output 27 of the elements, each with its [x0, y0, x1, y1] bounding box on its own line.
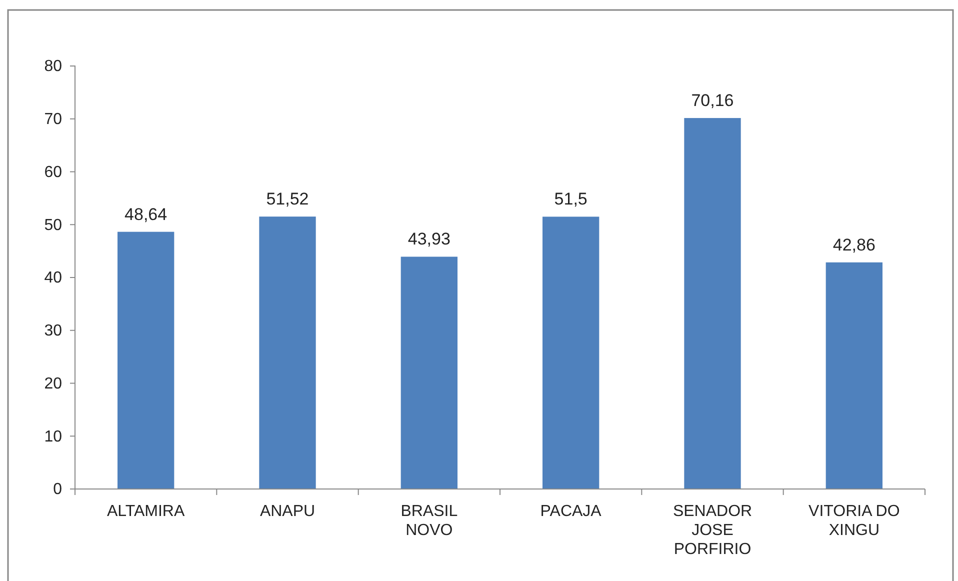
- bar: [259, 216, 316, 489]
- bar: [400, 256, 458, 489]
- y-tick-label: 30: [44, 322, 62, 340]
- y-tick-label: 70: [44, 110, 62, 128]
- y-tick-label: 50: [44, 216, 62, 234]
- data-label: 51,5: [554, 190, 588, 209]
- bar: [118, 232, 174, 489]
- bar: [542, 216, 600, 489]
- x-tick-label: SENADOR JOSE PORFIRIO: [672, 503, 752, 558]
- data-label: 42,86: [832, 235, 876, 254]
- x-tick-label: ANAPU: [260, 503, 316, 520]
- data-label: 43,93: [408, 230, 450, 249]
- y-tick-label: 40: [44, 270, 62, 287]
- y-tick-label: 10: [44, 428, 62, 446]
- y-tick-label: 80: [44, 58, 62, 76]
- data-label: 51,52: [266, 190, 309, 209]
- x-tick-label: ALTAMIRA: [107, 503, 185, 520]
- data-label: 70,16: [691, 91, 734, 110]
- data-label: 48,64: [124, 204, 168, 224]
- x-tick-label: PACAJA: [540, 503, 602, 520]
- y-tick-label: 60: [44, 164, 62, 181]
- bar: [684, 118, 741, 489]
- y-tick-label: 20: [44, 375, 62, 392]
- bar: [826, 262, 882, 489]
- x-tick-label: BRASIL NOVO: [400, 503, 458, 539]
- y-tick-label: 0: [53, 481, 62, 498]
- x-tick-label: VITORIA DO XINGU: [808, 503, 900, 539]
